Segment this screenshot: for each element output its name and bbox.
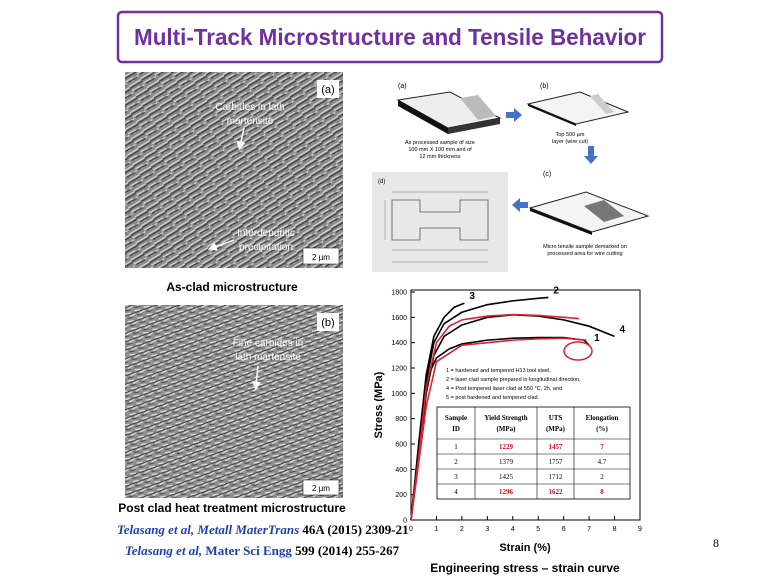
step-label: (d) [378,179,385,185]
y-tick-label: 800 [395,416,407,423]
x-tick-label: 9 [638,526,642,533]
note: 2 = laser clad sample prepared in longit… [446,377,581,383]
step-text: Top 500 µm [556,132,585,138]
y-tick-label: 1200 [391,366,407,373]
table-cell: 8 [600,488,604,496]
layer [528,92,628,124]
arrow [506,108,522,122]
y-tick-label: 600 [395,442,407,449]
x-tick-label: 7 [587,526,591,533]
table-cell: 1379 [499,458,514,466]
step-text: Micro tensile sample demarked on [543,244,627,250]
note: 1 = hardened and tempered H13 tool steel… [446,368,551,374]
x-axis-label: Strain (%) [499,542,551,554]
table-header: ID [452,425,460,433]
step-text: 12 mm thickness [419,154,461,160]
step-label: (b) [540,83,549,90]
panel-label: (b) [321,317,334,329]
ref-journal: Metall MaterTrans [196,522,299,537]
table-cell: 1 [454,443,458,451]
reference: Telasang et al, Metall MaterTrans 46A (2… [117,522,409,537]
title: Multi-Track Microstructure and Tensile B… [134,24,646,50]
arrow [584,146,598,164]
slide: Multi-Track Microstructure and Tensile B… [0,0,767,576]
y-tick-label: 400 [395,467,407,474]
step-text: As processed sample of size [405,140,475,146]
table-cell: 2 [454,458,458,466]
table-cell: 1622 [549,488,564,496]
table-cell: 1457 [549,443,564,451]
note: 5 = post hardened and tempered clad. [446,395,540,401]
annotation: Interdendritic [237,228,295,239]
step-label: (a) [398,83,407,90]
ref-authors: Telasang et al, [125,543,205,558]
table-cell: 4 [454,488,458,496]
scale-bar: 2 µm [312,253,330,262]
step-label: (c) [543,171,551,178]
panel-label: (a) [321,84,334,96]
arrow [512,198,528,212]
table-cell: 1425 [499,473,514,481]
table-cell: 4.7 [598,458,607,466]
y-tick-label: 1800 [391,290,407,297]
x-tick-label: 4 [511,526,515,533]
table-header: Elongation [586,414,619,422]
table-header: Sample [445,414,467,422]
table-header: UTS [549,414,563,422]
caption: As-clad microstructure [166,280,298,294]
x-tick-label: 2 [460,526,464,533]
table-cell: 1229 [499,443,514,451]
chart-caption: Engineering stress – strain curve [430,561,620,575]
y-tick-label: 1400 [391,340,407,347]
ref-authors: Telasang et al, [117,522,197,537]
x-tick-label: 5 [536,526,540,533]
table-header: (MPa) [546,425,566,433]
curve-label: 2 [553,285,559,296]
curve-label: 3 [469,291,475,302]
table-header: (MPa) [496,425,516,433]
curve-label: 4 [620,324,626,335]
table-cell: 1757 [549,458,564,466]
ref-details: 599 (2014) 255-267 [292,543,400,558]
table-header: Yield Strength [484,414,527,422]
curve-label: 1 [594,333,600,344]
x-tick-label: 6 [562,526,566,533]
y-tick-label: 1000 [391,391,407,398]
x-tick-label: 1 [434,526,438,533]
micrograph [125,305,343,498]
table-cell: 1712 [549,473,564,481]
table-cell: 1296 [499,488,514,496]
table-cell: 2 [600,473,604,481]
annotation: martensite [227,116,274,127]
step-text: processed area for wire cutting [547,251,622,257]
y-tick-label: 200 [395,492,407,499]
ref-journal: Mater Sci Engg [205,543,292,558]
note: 4 = Post tempered laser clad at 550 °C, … [446,386,562,392]
step-text: 100 mm X 100 mm and of [408,147,472,153]
table-header: (%) [596,425,608,433]
caption: Post clad heat treatment microstructure [118,501,346,515]
ref-details: 46A (2015) 2309-21 [299,522,408,537]
step-text: layer (wire cut) [552,139,588,145]
annotation: Carbides in lath [215,102,284,113]
x-tick-label: 0 [409,526,413,533]
reference: Telasang et al, Mater Sci Engg 599 (2014… [125,543,400,558]
y-axis-label: Stress (MPa) [373,371,385,438]
annotation: Fine carbides in [233,338,304,349]
layer [530,192,648,232]
page-number: 8 [713,536,719,550]
table-cell: 7 [600,443,604,451]
x-tick-label: 8 [613,526,617,533]
table-cell: 3 [454,473,458,481]
annotation: precipitation [239,242,293,253]
annotation: lath martensite [235,352,301,363]
scale-bar: 2 µm [312,484,330,493]
x-tick-label: 3 [485,526,489,533]
y-tick-label: 1600 [391,315,407,322]
